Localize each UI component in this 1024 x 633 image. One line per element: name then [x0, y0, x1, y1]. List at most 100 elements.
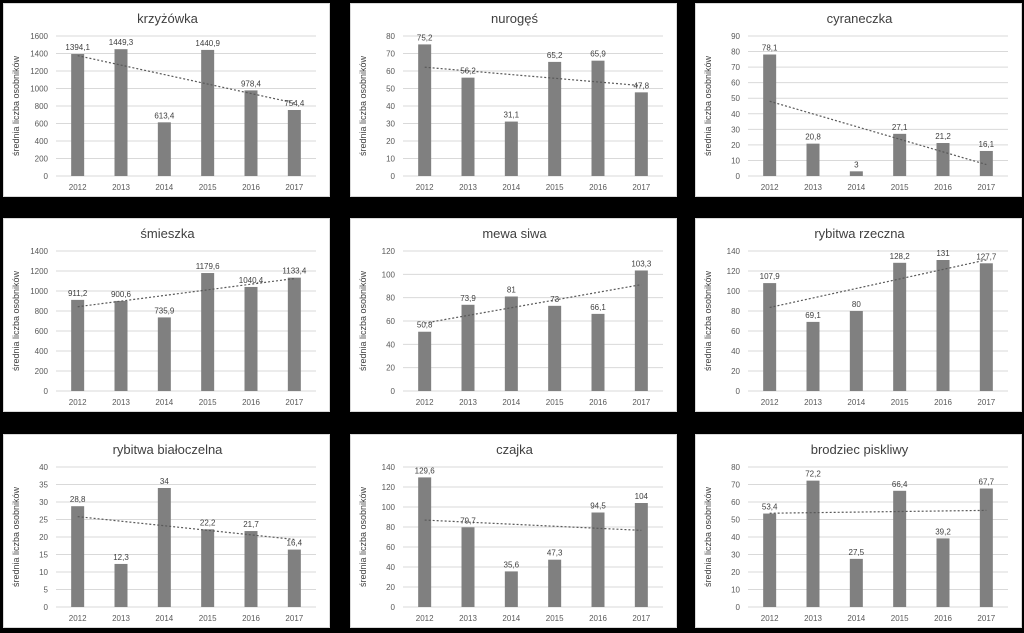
data-label-2017: 1133,4 [282, 267, 306, 276]
chart-title: cyraneczka [827, 11, 894, 26]
data-label-2016: 21,2 [935, 132, 951, 141]
data-label-2015: 1179,6 [196, 262, 220, 271]
data-label-2013: 79,7 [460, 516, 476, 525]
chart-svg-krzyzowka: krzyżówka średnia liczba osobników 0 200 400… [11, 11, 316, 192]
y-tick-label: 40 [386, 563, 395, 572]
x-tick-label: 2013 [459, 183, 477, 192]
data-label-2013: 900,6 [111, 290, 132, 299]
chart-title: czajka [496, 442, 534, 457]
bar-2017 [634, 503, 648, 607]
bar-2015 [201, 273, 215, 391]
data-label-2012: 75,2 [417, 33, 433, 42]
x-tick-label: 2014 [847, 183, 865, 192]
bar-2013 [806, 321, 820, 391]
bar-2016 [244, 286, 258, 391]
y-tick-label: 40 [386, 340, 395, 349]
y-tick-label: 70 [386, 50, 395, 59]
y-tick-label: 100 [382, 270, 396, 279]
x-tick-label: 2015 [891, 183, 909, 192]
y-tick-label: 100 [727, 287, 741, 296]
y-tick-label: 10 [731, 586, 740, 595]
chart-panel-mewa-siwa: mewa siwa średnia liczba osobników 0 20 40 60… [350, 218, 677, 412]
y-tick-label: 60 [386, 543, 395, 552]
chart-svg-smieszka: śmieszka średnia liczba osobników 0 200 400 6… [11, 226, 316, 407]
data-label-2014: 735,9 [154, 306, 175, 315]
data-label-2017: 104 [635, 492, 649, 501]
chart-panel-nuroges: nurogęś średnia liczba osobników 0 10 20 30 40… [350, 3, 677, 197]
y-tick-label: 800 [35, 307, 49, 316]
data-label-2016: 21,7 [243, 520, 259, 529]
y-tick-label: 5 [44, 586, 49, 595]
y-tick-label: 1600 [30, 32, 48, 41]
chart-panel-brodziec-piskliwy: brodziec piskliwy średnia liczba osobnikó… [695, 434, 1022, 628]
bar-2012 [763, 54, 777, 177]
y-tick-label: 60 [386, 317, 395, 326]
chart-panel-smieszka: śmieszka średnia liczba osobników 0 200 400 6… [3, 218, 330, 412]
data-label-2016: 131 [936, 249, 950, 258]
bar-2012 [763, 513, 777, 607]
x-tick-label: 2015 [199, 183, 217, 192]
data-label-2013: 12,3 [113, 553, 129, 562]
data-label-2014: 81 [507, 286, 516, 295]
x-tick-label: 2013 [804, 614, 822, 623]
data-label-2016: 66,1 [590, 303, 606, 312]
data-label-2014: 80 [852, 300, 861, 309]
y-tick-label: 20 [39, 533, 48, 542]
bar-2012 [418, 331, 432, 391]
data-label-2015: 128,2 [890, 252, 911, 261]
y-tick-label: 60 [731, 498, 740, 507]
bar-2015 [548, 305, 562, 391]
chart-svg-rybitwa-bialoczelna: rybitwa białoczelna średnia liczba osobni… [11, 442, 316, 623]
x-tick-label: 2016 [934, 183, 952, 192]
y-tick-label: 140 [727, 247, 741, 256]
data-label-2012: 1394,1 [65, 43, 90, 52]
y-tick-label: 0 [736, 603, 741, 612]
x-tick-label: 2017 [285, 183, 303, 192]
y-tick-label: 80 [386, 523, 395, 532]
data-label-2016: 65,9 [590, 50, 606, 59]
trendline [769, 509, 987, 514]
y-tick-label: 40 [386, 102, 395, 111]
y-tick-label: 0 [44, 172, 49, 181]
y-tick-label: 0 [44, 387, 49, 396]
data-label-2014: 31,1 [504, 111, 520, 120]
bar-2017 [979, 488, 993, 607]
bar-2014 [504, 571, 518, 607]
chart-svg-nuroges: nurogęś średnia liczba osobników 0 10 20 30 40… [358, 11, 663, 192]
x-tick-label: 2012 [416, 398, 434, 407]
x-tick-label: 2012 [69, 398, 87, 407]
bar-2016 [591, 512, 605, 607]
x-tick-label: 2014 [155, 614, 173, 623]
bar-2012 [763, 283, 777, 391]
data-label-2013: 69,1 [805, 311, 821, 320]
y-tick-label: 80 [731, 307, 740, 316]
y-tick-label: 140 [382, 463, 396, 472]
y-tick-label: 15 [39, 551, 48, 560]
x-tick-label: 2015 [891, 398, 909, 407]
x-tick-label: 2013 [112, 614, 130, 623]
bar-2017 [634, 92, 648, 176]
data-label-2016: 1040,4 [239, 276, 264, 285]
y-axis-label: średnia liczba osobników [703, 55, 713, 156]
data-label-2017: 16,1 [979, 140, 995, 149]
y-tick-label: 30 [39, 498, 48, 507]
y-tick-label: 20 [386, 583, 395, 592]
x-tick-label: 2016 [242, 614, 260, 623]
bar-2015 [201, 529, 215, 607]
trendline [424, 284, 642, 324]
x-tick-label: 2016 [934, 614, 952, 623]
y-tick-label: 600 [35, 327, 49, 336]
data-label-2017: 103,3 [631, 259, 652, 268]
trendline [77, 55, 295, 104]
y-tick-label: 120 [382, 483, 396, 492]
y-axis-label: średnia liczba osobników [11, 55, 21, 156]
x-tick-label: 2017 [285, 398, 303, 407]
chart-panel-czajka: czajka średnia liczba osobników 0 20 40 60 80 1… [350, 434, 677, 628]
y-tick-label: 40 [731, 110, 740, 119]
bar-2015 [893, 262, 907, 391]
x-tick-label: 2017 [632, 614, 650, 623]
data-label-2012: 911,2 [68, 289, 88, 298]
bar-2016 [591, 60, 605, 176]
bar-2015 [893, 490, 907, 607]
